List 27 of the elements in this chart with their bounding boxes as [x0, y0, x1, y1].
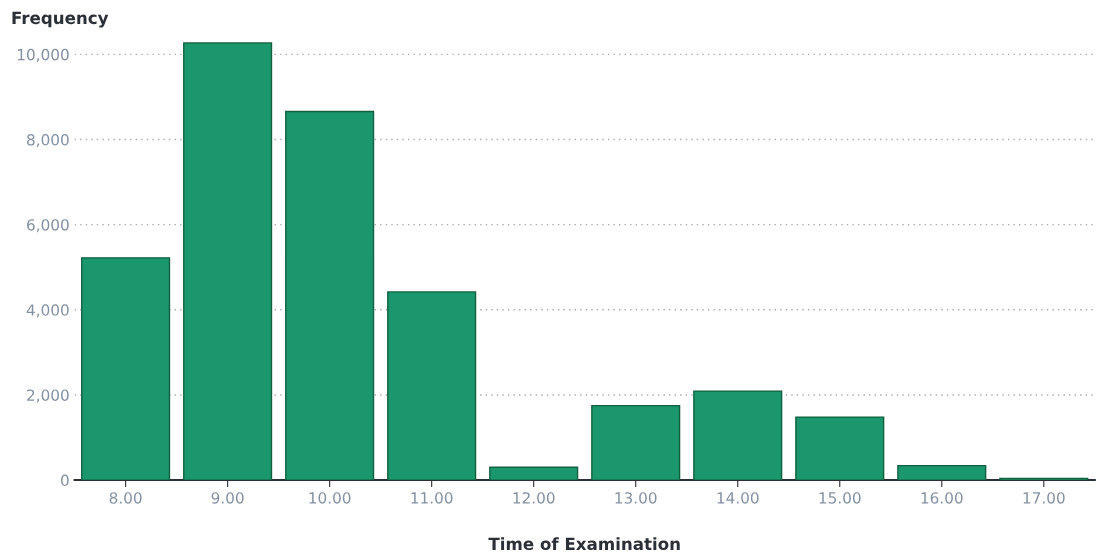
- x-tick-label: 12.00: [513, 492, 555, 504]
- bar: [489, 466, 579, 481]
- bar: [591, 404, 681, 481]
- x-tick-label: 9.00: [211, 492, 244, 504]
- y-tick-label: 4,000: [26, 304, 69, 318]
- x-tick-label: 10.00: [309, 492, 351, 504]
- bar: [285, 110, 375, 481]
- x-tick-label: 14.00: [717, 492, 759, 504]
- x-tick-label: 15.00: [819, 492, 861, 504]
- y-tick-label: 0: [61, 474, 69, 487]
- bar: [387, 291, 477, 481]
- bar: [183, 42, 273, 481]
- x-axis-title: Time of Examination: [488, 537, 680, 551]
- x-tick-label: 11.00: [411, 492, 453, 504]
- y-tick-label: 6,000: [27, 219, 69, 233]
- x-tick-label: 17.00: [1023, 492, 1065, 504]
- x-tick-label: 8.00: [109, 492, 142, 504]
- bar: [81, 257, 171, 481]
- bar: [795, 416, 885, 481]
- x-tick-label: 13.00: [615, 492, 657, 504]
- y-tick-label: 10,000: [17, 48, 69, 62]
- y-tick-label: 2,000: [27, 389, 69, 403]
- bar: [897, 464, 987, 481]
- y-axis-title: Frequency: [12, 11, 109, 28]
- y-tick-label: 8,000: [27, 134, 69, 148]
- x-tick-label: 16.00: [921, 492, 963, 504]
- bar: [693, 390, 783, 481]
